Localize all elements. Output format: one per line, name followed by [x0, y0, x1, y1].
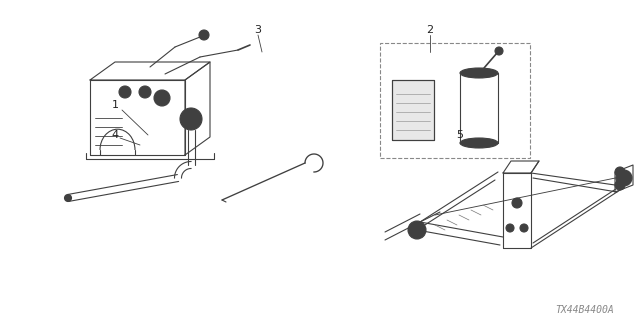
Circle shape — [199, 30, 209, 40]
Circle shape — [520, 224, 528, 232]
Text: TX44B4400A: TX44B4400A — [556, 305, 614, 315]
Text: 4: 4 — [111, 130, 118, 140]
Circle shape — [119, 86, 131, 98]
Bar — [380, 43, 530, 158]
Circle shape — [154, 90, 170, 106]
Circle shape — [512, 198, 522, 208]
Text: 5: 5 — [456, 130, 463, 140]
Circle shape — [615, 167, 625, 177]
Circle shape — [506, 224, 514, 232]
Circle shape — [495, 47, 503, 55]
Circle shape — [66, 196, 70, 200]
Text: 1: 1 — [111, 100, 118, 110]
Bar — [392, 80, 434, 140]
Ellipse shape — [460, 68, 498, 78]
Circle shape — [408, 221, 426, 239]
Text: 3: 3 — [255, 25, 262, 35]
Circle shape — [615, 180, 625, 190]
Ellipse shape — [460, 138, 498, 148]
Circle shape — [616, 170, 632, 186]
Circle shape — [65, 195, 72, 202]
Circle shape — [139, 86, 151, 98]
Circle shape — [180, 108, 202, 130]
Text: 2: 2 — [426, 25, 433, 35]
